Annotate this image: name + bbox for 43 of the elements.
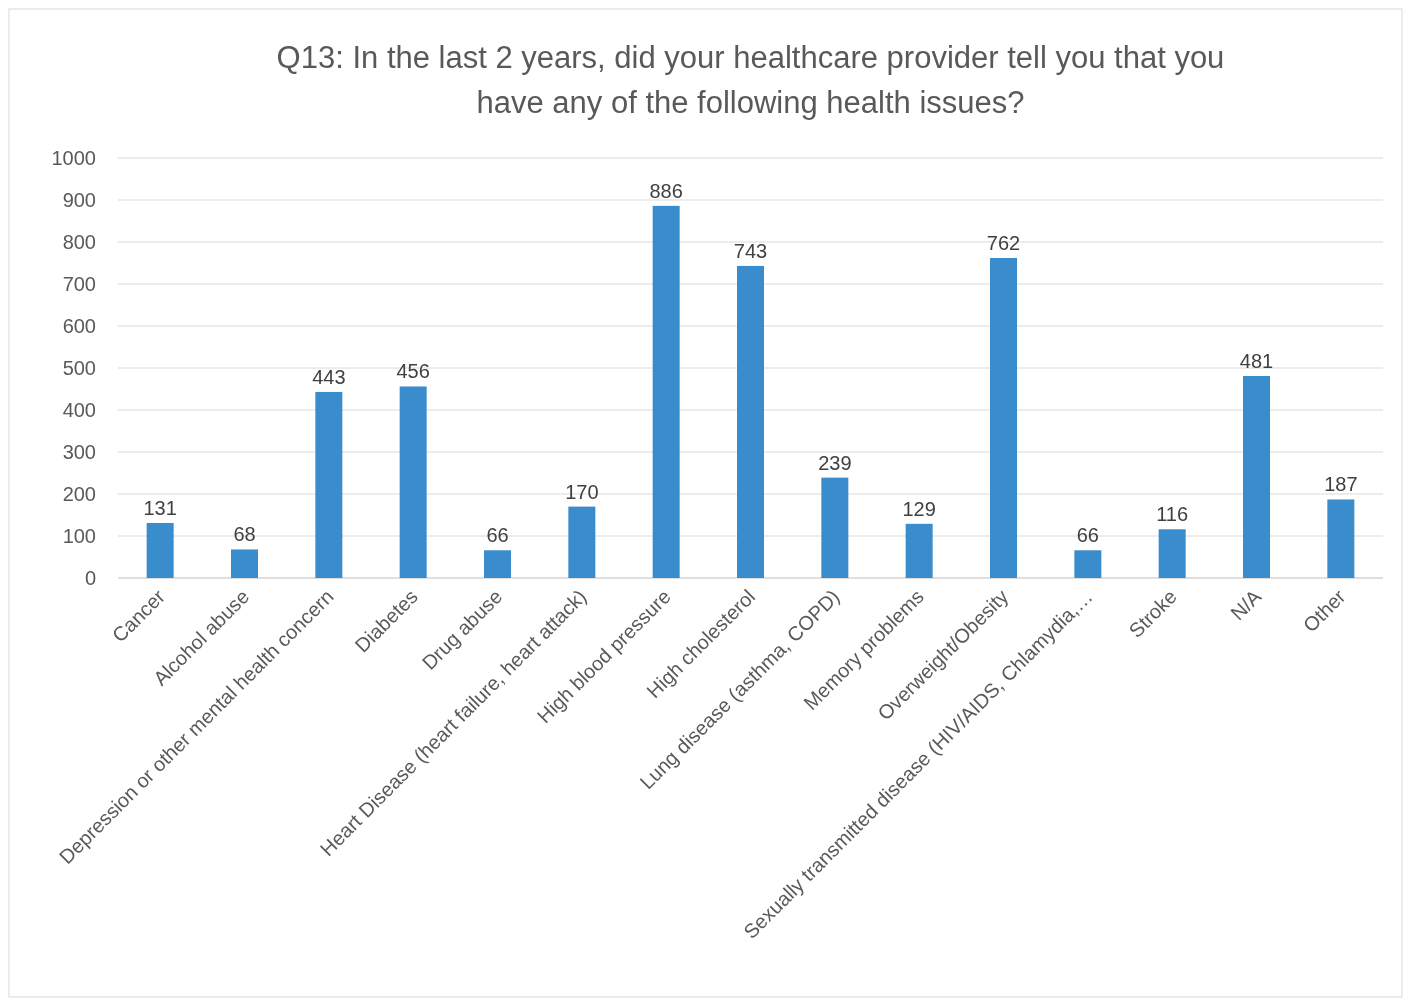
data-label: 170 xyxy=(565,480,599,503)
bar xyxy=(990,257,1017,578)
bar xyxy=(315,391,343,578)
data-label: 743 xyxy=(733,239,768,262)
y-tick-label: 300 xyxy=(62,441,96,463)
data-label: 456 xyxy=(396,360,430,383)
data-label: 116 xyxy=(1156,503,1189,526)
y-tick-label: 500 xyxy=(62,357,96,379)
y-tick-label: 1000 xyxy=(51,147,96,169)
data-label: 187 xyxy=(1324,473,1358,496)
y-tick-label: 200 xyxy=(62,483,96,505)
bar xyxy=(1327,499,1355,578)
bar xyxy=(821,477,849,578)
bar xyxy=(905,523,933,578)
bar xyxy=(146,522,174,578)
y-tick-label: 900 xyxy=(62,189,96,211)
y-tick-label: 700 xyxy=(62,273,96,295)
data-label: 239 xyxy=(818,451,852,474)
data-label: 66 xyxy=(1076,524,1099,547)
bar xyxy=(737,265,764,578)
data-label: 131 xyxy=(143,496,177,519)
y-tick-label: 0 xyxy=(84,567,96,589)
bar xyxy=(1074,550,1102,578)
bar xyxy=(1243,375,1270,578)
bar xyxy=(399,386,427,578)
y-tick-label: 600 xyxy=(62,315,96,337)
data-label: 886 xyxy=(649,179,683,202)
y-tick-label: 100 xyxy=(62,525,96,547)
data-label: 66 xyxy=(486,524,509,547)
data-label: 443 xyxy=(312,365,346,388)
x-tick-label: N/A xyxy=(1226,584,1266,625)
chart-title: Q13: In the last 2 years, did your healthcare provider tell you that you have any of the following health issues? xyxy=(276,40,1225,120)
data-label: 481 xyxy=(1239,349,1274,372)
bar xyxy=(1158,529,1186,578)
data-label: 68 xyxy=(233,523,256,546)
y-tick-label: 800 xyxy=(62,231,96,253)
bar xyxy=(652,205,680,578)
bar xyxy=(231,549,258,578)
y-tick-label: 400 xyxy=(62,399,96,421)
bar xyxy=(484,550,511,578)
data-label: 762 xyxy=(986,231,1021,254)
bar xyxy=(568,506,596,578)
data-label: 129 xyxy=(902,497,936,520)
